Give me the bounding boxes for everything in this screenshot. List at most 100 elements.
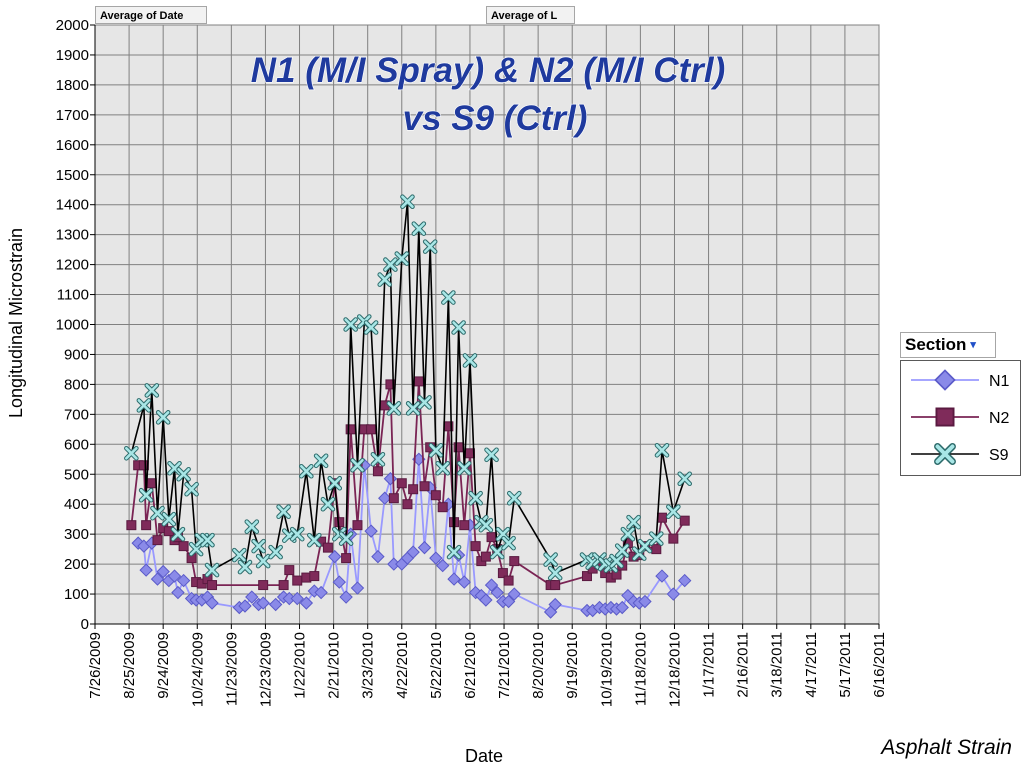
- point-s9: [204, 562, 220, 578]
- point-n1: [666, 587, 681, 601]
- x-tick-label: 10/24/2009: [189, 632, 206, 707]
- legend-label-n1: N1: [989, 373, 1010, 390]
- x-tick-label: 7/26/2009: [87, 632, 104, 699]
- point-n1: [501, 594, 516, 609]
- point-n1: [314, 585, 328, 600]
- point-s9: [501, 535, 516, 551]
- x-tick-label: 9/19/2010: [564, 632, 581, 699]
- legend-entry-n2: N2: [911, 407, 1010, 427]
- point-n2: [430, 490, 441, 501]
- point-s9: [478, 517, 494, 533]
- point-s9: [350, 457, 365, 473]
- x-tick-label: 8/20/2010: [530, 632, 547, 699]
- point-s9: [313, 453, 329, 469]
- point-s9: [188, 541, 204, 557]
- point-s9: [370, 451, 386, 467]
- y-tick-label: 400: [64, 496, 89, 513]
- point-s9: [343, 317, 358, 332]
- point-s9: [289, 526, 305, 542]
- point-n2: [126, 520, 137, 531]
- point-s9: [637, 538, 653, 554]
- point-s9: [155, 410, 171, 425]
- point-s9: [170, 526, 186, 542]
- point-s9: [306, 532, 322, 548]
- x-tick-label: 1/22/2010: [292, 632, 309, 699]
- point-n1: [406, 545, 420, 559]
- point-s9: [255, 553, 271, 569]
- point-n2: [366, 424, 377, 435]
- point-s9: [495, 526, 511, 542]
- average-of-l-field-button[interactable]: Average of L: [486, 6, 575, 24]
- point-n2: [413, 376, 424, 387]
- point-n2: [437, 502, 448, 513]
- point-s9: [299, 463, 314, 479]
- point-s9: [626, 514, 641, 530]
- x-tick-label: 1/17/2011: [701, 632, 718, 698]
- y-tick-label: 1600: [56, 137, 89, 154]
- legend-marker-s9: [934, 443, 956, 465]
- point-s9: [394, 251, 410, 266]
- point-n2: [322, 542, 333, 553]
- point-s9: [506, 490, 522, 506]
- point-n1: [457, 575, 471, 589]
- point-n1: [655, 569, 669, 583]
- legend-section-filter[interactable]: Section ▾: [900, 332, 996, 358]
- y-tick-label: 300: [64, 526, 89, 543]
- point-n1: [677, 573, 692, 588]
- point-n2: [278, 580, 289, 591]
- series-layer: [124, 194, 693, 619]
- point-n2: [486, 532, 497, 543]
- point-s9: [363, 320, 379, 335]
- x-tick-label: 5/17/2011: [837, 632, 854, 698]
- point-n1: [245, 590, 259, 604]
- point-n1: [156, 564, 170, 579]
- point-n1: [205, 596, 219, 610]
- x-tick-label: 4/17/2011: [803, 632, 820, 698]
- point-s9: [462, 353, 478, 368]
- legend-label-n2: N2: [989, 410, 1010, 427]
- point-s9: [446, 544, 462, 560]
- point-n1: [299, 596, 314, 610]
- point-s9: [489, 544, 505, 560]
- point-s9: [124, 445, 139, 461]
- x-tick-label: 6/16/2011: [871, 632, 888, 698]
- point-n1: [150, 572, 165, 586]
- point-n1: [328, 549, 342, 564]
- point-n1: [638, 594, 652, 609]
- average-of-date-field-button[interactable]: Average of Date: [95, 6, 207, 24]
- dropdown-arrow-icon[interactable]: ▾: [970, 339, 976, 351]
- point-s9: [547, 565, 563, 581]
- point-n2: [402, 499, 413, 510]
- point-n2: [388, 493, 399, 504]
- point-n1: [615, 600, 629, 615]
- point-s9: [648, 531, 664, 546]
- y-tick-label: 1400: [56, 197, 89, 214]
- point-s9: [666, 504, 681, 519]
- point-n2: [656, 512, 667, 523]
- point-n1: [507, 587, 521, 601]
- x-tick-label: 12/23/2009: [257, 632, 274, 707]
- point-n1: [339, 590, 353, 604]
- x-tick-label: 4/22/2010: [394, 632, 411, 699]
- point-n2: [503, 575, 514, 586]
- point-s9: [435, 460, 450, 476]
- point-s9: [268, 544, 283, 560]
- point-s9: [150, 505, 165, 521]
- point-s9: [451, 320, 466, 335]
- point-s9: [200, 532, 215, 548]
- y-tick-label: 200: [64, 556, 89, 573]
- point-s9: [320, 496, 336, 512]
- y-axis-ticks: 0 100 200 300 400 500 600 700 800 900 1000 1100 1200…: [56, 17, 95, 633]
- x-tick-label: 2/21/2010: [326, 632, 343, 699]
- point-n1: [371, 549, 385, 564]
- y-tick-label: 2000: [56, 17, 89, 34]
- point-n2: [679, 515, 690, 526]
- legend-marker-n1: [934, 369, 956, 391]
- y-tick-label: 700: [64, 406, 89, 423]
- point-n2: [341, 553, 352, 564]
- point-s9: [417, 395, 432, 410]
- point-s9: [251, 538, 266, 554]
- y-tick-label: 900: [64, 346, 89, 363]
- point-s9: [609, 553, 624, 569]
